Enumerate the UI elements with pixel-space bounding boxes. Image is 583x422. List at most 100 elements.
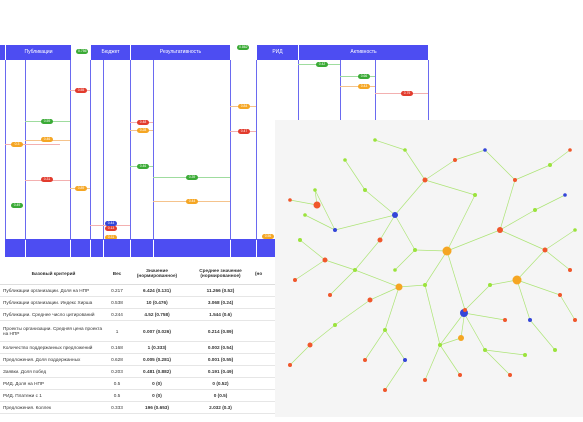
- value-pill[interactable]: 0.46: [137, 164, 149, 169]
- graph-node[interactable]: [453, 158, 457, 162]
- graph-node[interactable]: [393, 268, 397, 272]
- table-row[interactable]: РИД. Платежи с 1 0.5 0 (0) 0 (0.5): [0, 389, 282, 402]
- value-pill[interactable]: 0.56: [262, 234, 274, 239]
- graph-node[interactable]: [473, 193, 477, 197]
- graph-node[interactable]: [438, 343, 442, 347]
- graph-node[interactable]: [512, 275, 522, 285]
- column-header[interactable]: Значение (нормированное): [127, 262, 187, 285]
- graph-node[interactable]: [322, 257, 328, 263]
- graph-node[interactable]: [573, 228, 577, 232]
- graph-node[interactable]: [483, 348, 487, 352]
- graph-node[interactable]: [442, 246, 452, 256]
- graph-node[interactable]: [488, 283, 492, 287]
- graph-node[interactable]: [503, 318, 507, 322]
- table-row[interactable]: Количество поддержанных предложений 0.168…: [0, 341, 282, 354]
- graph-node[interactable]: [353, 268, 357, 272]
- graph-node[interactable]: [463, 308, 467, 312]
- graph-node[interactable]: [533, 208, 537, 212]
- graph-node[interactable]: [483, 148, 487, 152]
- header-results[interactable]: Результативность: [130, 45, 230, 60]
- value-pill[interactable]: 0.48: [137, 120, 149, 125]
- header-rid[interactable]: РИД: [256, 45, 298, 60]
- graph-node[interactable]: [403, 358, 407, 362]
- value-pill[interactable]: 0.39: [186, 175, 198, 180]
- value-pill[interactable]: 0.42: [316, 62, 328, 67]
- graph-node[interactable]: [363, 358, 367, 362]
- graph-node[interactable]: [542, 247, 548, 253]
- column-header[interactable]: Среднее значение (нормированное): [187, 262, 254, 285]
- graph-node[interactable]: [497, 227, 503, 233]
- graph-node[interactable]: [383, 388, 387, 392]
- graph-node[interactable]: [333, 228, 337, 232]
- graph-node[interactable]: [303, 213, 307, 217]
- graph-node[interactable]: [563, 193, 567, 197]
- header-activity[interactable]: Активность: [298, 45, 428, 60]
- graph-node[interactable]: [293, 278, 297, 282]
- graph-node[interactable]: [423, 283, 427, 287]
- graph-node[interactable]: [422, 177, 428, 183]
- value-pill[interactable]: 0.66: [358, 74, 370, 79]
- graph-node[interactable]: [573, 318, 577, 322]
- graph-node[interactable]: [413, 248, 417, 252]
- graph-node[interactable]: [395, 283, 403, 291]
- table-row[interactable]: Предложения. Доля поддержанных 0.628 0.005…: [0, 353, 282, 366]
- graph-node[interactable]: [333, 323, 337, 327]
- graph-node[interactable]: [363, 188, 367, 192]
- graph-node[interactable]: [298, 238, 302, 242]
- graph-node[interactable]: [553, 348, 557, 352]
- header-budget[interactable]: Бюджет: [90, 45, 130, 60]
- value-pill[interactable]: 0.31: [41, 177, 53, 182]
- value-pill[interactable]: 0.79: [401, 91, 413, 96]
- graph-node[interactable]: [513, 178, 517, 182]
- graph-node[interactable]: [523, 353, 527, 357]
- graph-node[interactable]: [568, 148, 572, 152]
- value-pill[interactable]: 0.31: [105, 235, 117, 240]
- value-pill[interactable]: 0.3: [11, 142, 23, 147]
- graph-node[interactable]: [343, 158, 347, 162]
- header-publications[interactable]: Публикации: [5, 45, 71, 60]
- value-pill[interactable]: 0.59: [41, 119, 53, 124]
- table-row[interactable]: Публикации организации. Доля на НПР 0.217…: [0, 284, 282, 297]
- value-pill[interactable]: 0.28: [137, 128, 149, 133]
- graph-node[interactable]: [528, 318, 532, 322]
- table-row[interactable]: РИД. Доля на НПР 0.5 0 (0) 0 (0.52): [0, 377, 282, 390]
- table-row[interactable]: Заявки. Доля побед 0.203 0.481 (0.882) 0.19…: [0, 365, 282, 378]
- mean-cell: 0.002 (0.54): [187, 341, 254, 354]
- graph-node[interactable]: [568, 268, 572, 272]
- value-pill[interactable]: 0.89: [75, 186, 87, 191]
- graph-node[interactable]: [403, 148, 407, 152]
- graph-node[interactable]: [288, 363, 292, 367]
- table-row[interactable]: Публикации. Среднее число цитирований 0.2…: [0, 308, 282, 321]
- graph-node[interactable]: [313, 188, 317, 192]
- value-pill[interactable]: 0.44: [105, 221, 117, 226]
- graph-node[interactable]: [313, 201, 321, 209]
- graph-node[interactable]: [383, 328, 387, 332]
- value-pill[interactable]: 0.46: [41, 137, 53, 142]
- network-graph[interactable]: [275, 120, 583, 417]
- value-pill[interactable]: 0.84: [238, 104, 250, 109]
- value-pill[interactable]: 0.13: [105, 226, 117, 231]
- value-pill[interactable]: 0.47: [238, 129, 250, 134]
- graph-node[interactable]: [307, 342, 313, 348]
- table-row[interactable]: Предложения. Коллек 0.333 196 (0.653) 2.032…: [0, 401, 282, 414]
- value-pill[interactable]: 0.43: [358, 84, 370, 89]
- value-pill[interactable]: 0.49: [11, 203, 23, 208]
- graph-node[interactable]: [558, 293, 562, 297]
- table-row[interactable]: Проекты организации. Средняя цена проект…: [0, 320, 282, 342]
- graph-node[interactable]: [548, 163, 552, 167]
- column-header[interactable]: Базовый критерий: [0, 262, 107, 285]
- value-pill[interactable]: 0.55: [75, 88, 87, 93]
- graph-node[interactable]: [288, 198, 292, 202]
- graph-node[interactable]: [392, 212, 398, 218]
- graph-node[interactable]: [423, 378, 427, 382]
- table-row[interactable]: Публикации организации. Индекс Хирша 0.53…: [0, 296, 282, 309]
- graph-node[interactable]: [367, 297, 373, 303]
- graph-node[interactable]: [458, 335, 464, 341]
- column-header[interactable]: Вес: [107, 262, 127, 285]
- graph-node[interactable]: [328, 293, 332, 297]
- graph-node[interactable]: [458, 373, 462, 377]
- value-pill[interactable]: 0.44: [186, 199, 198, 204]
- graph-node[interactable]: [377, 237, 383, 243]
- graph-node[interactable]: [508, 373, 512, 377]
- graph-node[interactable]: [373, 138, 377, 142]
